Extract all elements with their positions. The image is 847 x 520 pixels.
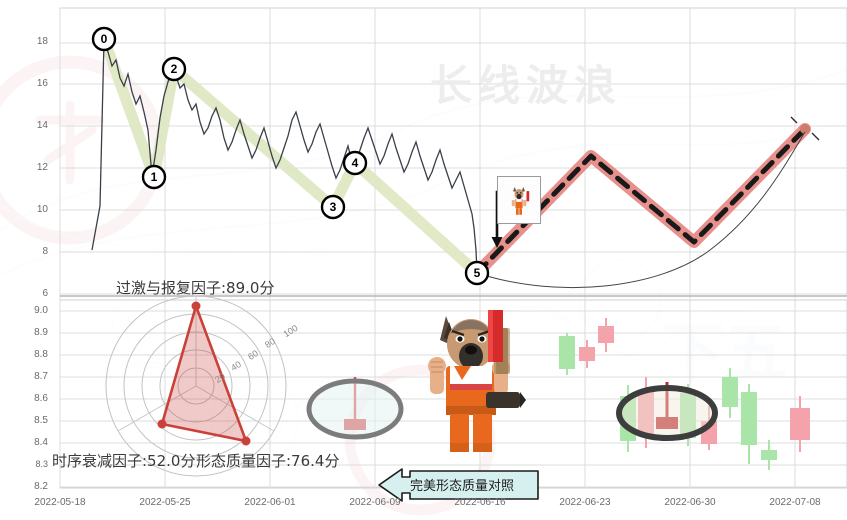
wave-label-1: 1 <box>150 170 158 184</box>
wave-label-2: 2 <box>170 62 178 76</box>
y-axis-label-top-6: 6 <box>42 288 48 299</box>
y-axis-label-top-12: 12 <box>36 162 48 173</box>
radar-label-quality-factor: 形态质量因子:76.4分 <box>196 452 340 470</box>
watermark-text: 长线波浪 <box>430 61 623 110</box>
x-axis-label-2: 2022-06-01 <box>244 497 296 508</box>
wave-label-3: 3 <box>329 200 337 214</box>
x-axis-label-6: 2022-06-30 <box>664 497 716 508</box>
mascot-thumbnail[interactable] <box>497 176 541 224</box>
y-axis-label-bot-85: 8.5 <box>34 415 48 426</box>
x-axis-label-7: 2022-07-08 <box>769 497 821 508</box>
y-axis-label-bot-87: 8.7 <box>34 371 48 382</box>
y-axis-label-bot-90: 9.0 <box>34 305 48 316</box>
y-axis-label-top-10: 10 <box>36 204 48 215</box>
y-axis-label-bot-86: 8.6 <box>34 393 48 404</box>
x-axis-label-4: 2022-06-16 <box>454 497 506 508</box>
wave-label-0: 0 <box>100 32 108 46</box>
x-axis-label-1: 2022-05-25 <box>139 497 191 508</box>
y-axis-label-bot-89: 8.9 <box>34 327 48 338</box>
y-axis-label-bot-82: 8.2 <box>34 481 48 492</box>
x-axis-label-3: 2022-06-09 <box>349 497 401 508</box>
y-axis-label-top-8: 8 <box>42 246 48 257</box>
x-axis-label-0: 2022-05-18 <box>34 497 86 508</box>
wave-label-4: 4 <box>351 156 359 170</box>
comparison-callout-text: 完美形态质量对照 <box>410 479 515 494</box>
x-axis-label-5: 2022-06-23 <box>559 497 611 508</box>
wave-label-5: 5 <box>473 266 481 280</box>
y-axis-label-bot-84: 8.4 <box>34 437 48 448</box>
y-axis-label-bot-88: 8.8 <box>34 349 48 360</box>
radar-label-decay-factor: 时序衰减因子:52.0分 <box>52 452 196 470</box>
y-axis-label-top-16: 16 <box>36 78 48 89</box>
dog-mascot-with-hammer <box>428 310 526 452</box>
radar-label-excess-factor: 过激与报复因子:89.0分 <box>116 279 275 297</box>
candle-group-right <box>559 318 810 470</box>
comparison-callout[interactable] <box>376 467 541 503</box>
y-axis-label-top-14: 14 <box>36 120 48 131</box>
y-axis-label-bot-83: 8.3 <box>35 459 48 469</box>
y-axis-label-top-18: 18 <box>36 36 48 47</box>
